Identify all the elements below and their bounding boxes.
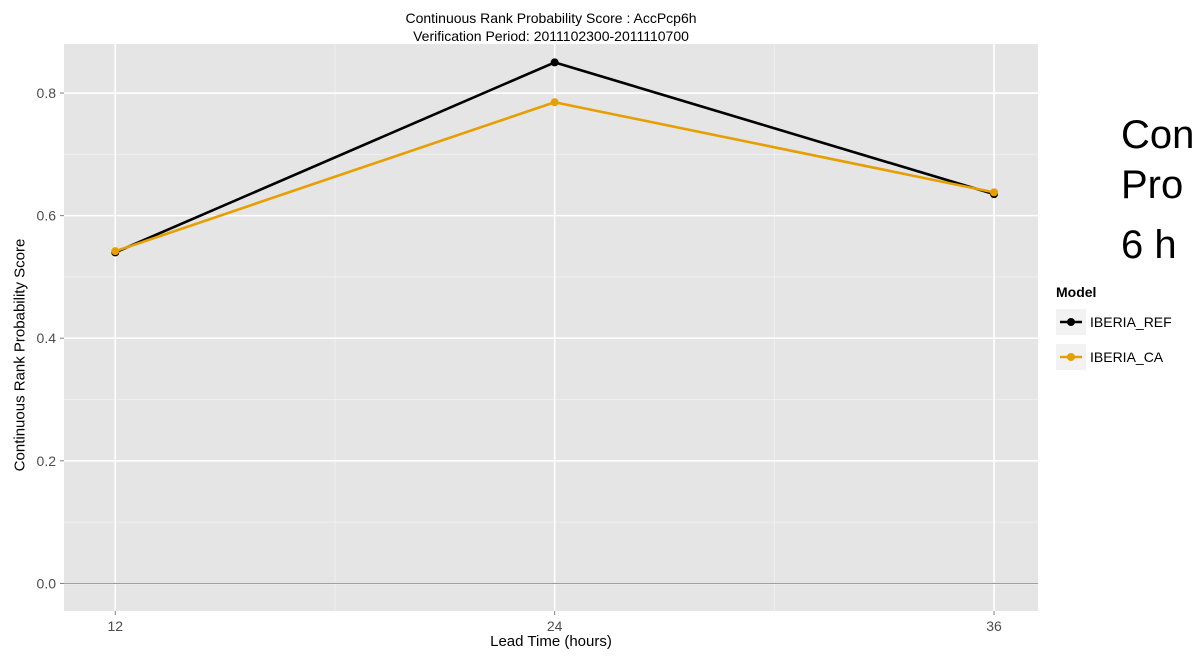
data-point-iberia-ca	[990, 188, 999, 197]
x-tick-label: 12	[107, 618, 123, 634]
chart-title: Continuous Rank Probability Score : AccP…	[405, 10, 697, 26]
legend-label-iberia-ca: IBERIA_CA	[1090, 349, 1164, 365]
legend-title: Model	[1056, 284, 1097, 300]
side-text-line-2: Pro	[1121, 163, 1184, 207]
x-tick-label: 24	[547, 618, 563, 634]
plot-panel	[64, 44, 1038, 611]
y-tick-label: 0.6	[37, 208, 57, 224]
y-tick-label: 0.4	[37, 330, 57, 346]
legend-key-iberia-ref	[1056, 309, 1086, 335]
legend-key-iberia-ca	[1056, 344, 1086, 370]
y-tick-label: 0.2	[37, 453, 57, 469]
legend-label-iberia-ref: IBERIA_REF	[1090, 314, 1172, 330]
data-point-iberia-ref	[550, 58, 559, 67]
data-point-iberia-ca	[111, 247, 120, 256]
x-tick-label: 36	[986, 618, 1002, 634]
y-tick-label: 0.8	[37, 85, 57, 101]
y-axis-title: Continuous Rank Probability Score	[11, 238, 29, 472]
chart-subtitle: Verification Period: 2011102300-20111107…	[413, 28, 689, 44]
legend-item-iberia-ref: IBERIA_REF	[1056, 309, 1194, 335]
y-tick-label: 0.0	[37, 575, 57, 591]
legend-item-iberia-ca: IBERIA_CA	[1056, 344, 1194, 370]
x-axis-title: Lead Time (hours)	[490, 633, 612, 650]
side-text-line-3: 6 h	[1121, 223, 1177, 267]
side-text-line-1: Con	[1121, 113, 1194, 157]
data-point-iberia-ca	[550, 98, 559, 107]
